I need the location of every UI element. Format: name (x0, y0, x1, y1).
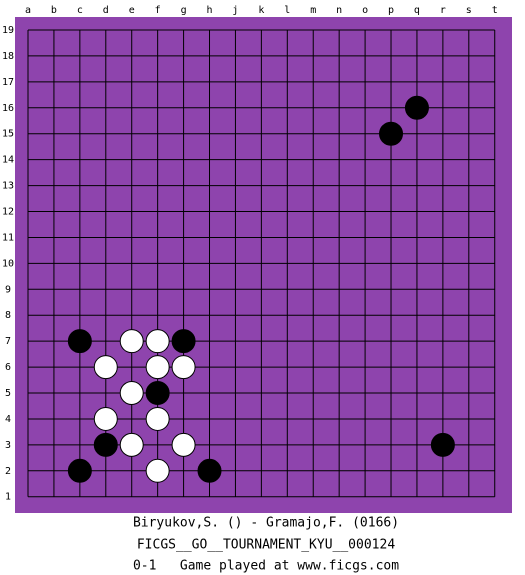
column-label: g (181, 5, 187, 16)
row-label: 3 (5, 440, 11, 451)
white-stone (145, 355, 170, 380)
white-stone (119, 432, 144, 457)
row-label: 6 (5, 362, 11, 373)
white-stone (145, 458, 170, 483)
white-stone (93, 406, 118, 431)
row-label: 8 (5, 310, 11, 321)
column-label: l (284, 5, 290, 16)
column-label: n (336, 5, 342, 16)
players: Biryukov,S. () - Gramajo,F. (0166) (133, 516, 399, 531)
row-label: 16 (2, 103, 14, 114)
white-stone (145, 406, 170, 431)
white-stone (145, 329, 170, 354)
column-label: h (206, 5, 212, 16)
row-label: 2 (5, 466, 11, 477)
row-label: 9 (5, 284, 11, 295)
column-label: o (362, 5, 368, 16)
white-stone (119, 329, 144, 354)
row-label: 19 (2, 25, 14, 36)
event: FICGS__GO__TOURNAMENT_KYU__000124 (137, 538, 395, 553)
row-label: 11 (2, 232, 14, 243)
white-stone (119, 381, 144, 406)
column-label: c (77, 5, 83, 16)
board (15, 17, 512, 513)
column-label: k (258, 5, 264, 16)
row-label: 15 (2, 129, 14, 140)
black-stone (171, 329, 196, 354)
column-label: t (492, 5, 498, 16)
white-stone (93, 355, 118, 380)
row-label: 10 (2, 258, 14, 269)
row-label: 7 (5, 336, 11, 347)
column-label: s (466, 5, 472, 16)
column-label: f (155, 5, 161, 16)
row-label: 13 (2, 181, 14, 192)
white-stone (171, 355, 196, 380)
column-label: j (232, 5, 238, 16)
black-stone (67, 458, 92, 483)
row-label: 17 (2, 77, 14, 88)
column-label: a (25, 5, 31, 16)
column-label: q (414, 5, 420, 16)
column-label: m (310, 5, 316, 16)
column-label: r (440, 5, 446, 16)
black-stone (93, 432, 118, 457)
column-label: p (388, 5, 394, 16)
black-stone (404, 95, 429, 120)
black-stone (145, 381, 170, 406)
column-label: b (51, 5, 57, 16)
white-stone (171, 432, 196, 457)
row-label: 18 (2, 51, 14, 62)
row-label: 4 (5, 414, 11, 425)
black-stone (379, 121, 404, 146)
black-stone (430, 432, 455, 457)
row-label: 12 (2, 207, 14, 218)
column-label: e (129, 5, 135, 16)
column-label: d (103, 5, 109, 16)
black-stone (197, 458, 222, 483)
result: 0-1 Game played at www.ficgs.com (133, 559, 399, 574)
row-label: 5 (5, 388, 11, 399)
row-label: 1 (5, 492, 11, 503)
black-stone (67, 329, 92, 354)
row-label: 14 (2, 155, 14, 166)
